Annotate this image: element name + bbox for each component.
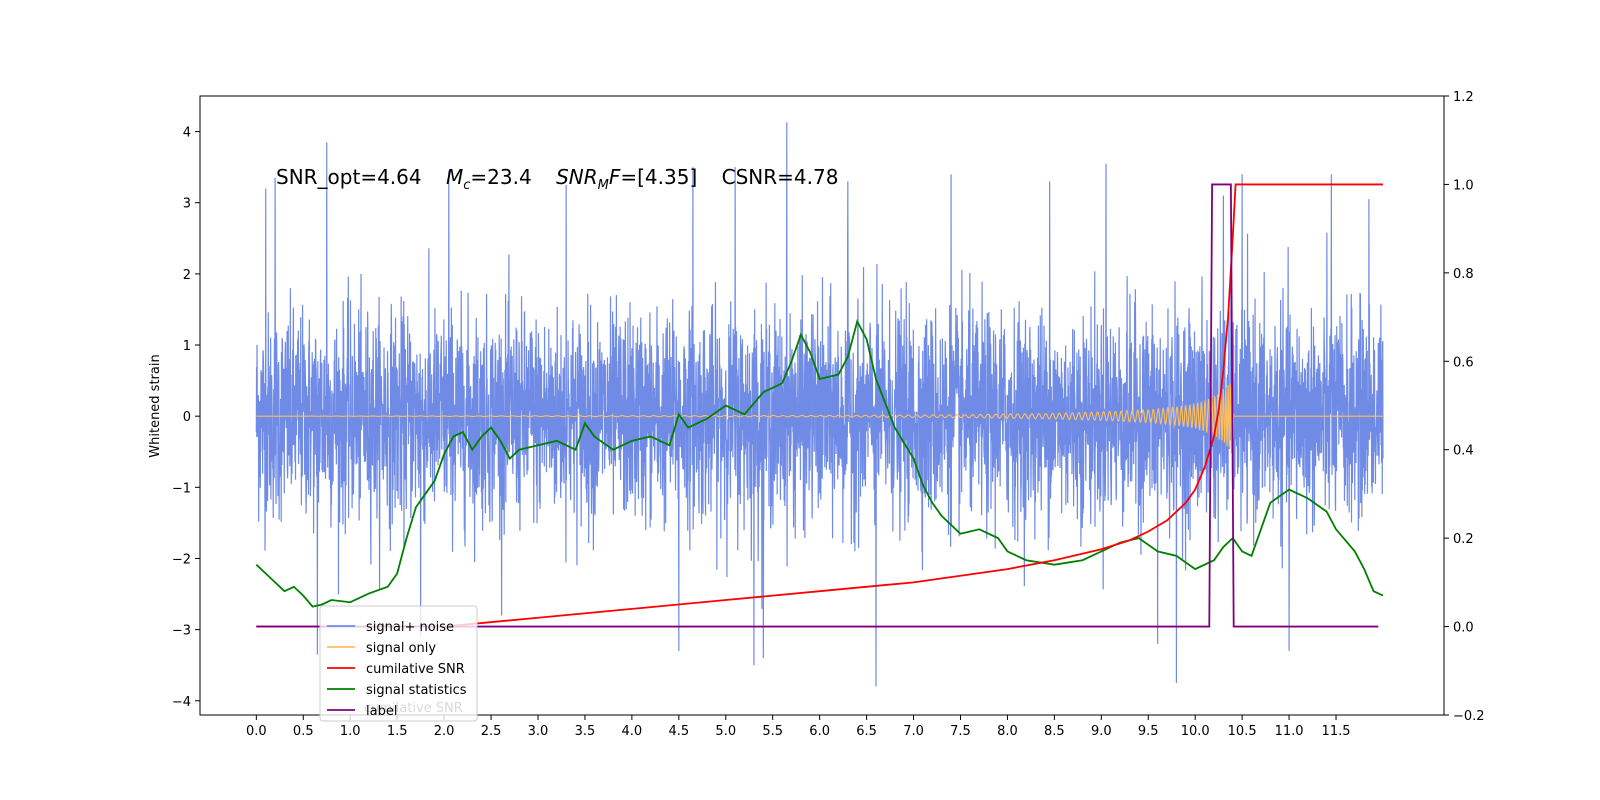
- legend-label: signal+ noise: [366, 620, 454, 635]
- x-tick-label: 4.0: [622, 724, 643, 739]
- x-tick-label: 3.0: [528, 724, 549, 739]
- legend-ghost-text: cumilative SNR: [364, 701, 463, 716]
- x-axis: 0.0 0.5 1.0 1.5 2.0 2.5 3.0 3.5 4.0 4.5 5.0 5.5 6.0 6…: [246, 715, 1351, 739]
- y-right-tick-label: 0.4: [1453, 444, 1474, 459]
- legend-label: signal only: [366, 641, 436, 656]
- y-left-tick-label: −1: [172, 481, 191, 496]
- series-label: [256, 183, 1379, 628]
- y-left-tick-label: −4: [172, 695, 191, 710]
- annotation-snrmf-symbol: SNR: [556, 165, 598, 189]
- annotation-snr-opt: SNR_opt=4.64: [276, 165, 422, 189]
- x-tick-label: 1.5: [387, 724, 408, 739]
- annotation-mc-sub: c: [463, 178, 470, 193]
- x-tick-label: 5.5: [762, 724, 783, 739]
- x-tick-label: 2.5: [481, 724, 502, 739]
- y-left-tick-label: −2: [172, 552, 191, 567]
- x-tick-label: 8.5: [1044, 724, 1065, 739]
- x-tick-label: 9.0: [1091, 724, 1112, 739]
- y-left-tick-label: 2: [183, 268, 191, 283]
- annotation-snrmf-value: =[4.35]: [620, 165, 697, 189]
- statistics-line: [255, 319, 1384, 608]
- label-line: [256, 183, 1379, 628]
- x-tick-label: 2.0: [434, 724, 455, 739]
- y-axis-left: −4 −3 −2 −1 0 1 2 3 4: [172, 126, 200, 710]
- legend-box: [319, 605, 478, 722]
- legend-label: label: [366, 704, 397, 719]
- y-right-tick-label: 1.0: [1453, 178, 1474, 193]
- x-tick-label: 1.0: [340, 724, 361, 739]
- y-left-tick-label: 0: [183, 410, 191, 425]
- legend-label: cumilative SNR: [366, 662, 465, 677]
- annotation-csnr: CSNR=4.78: [722, 165, 839, 189]
- annotation-mc-value: =23.4: [470, 165, 531, 189]
- annotation-snrmf-f: F: [609, 165, 621, 189]
- x-tick-label: 8.0: [997, 724, 1018, 739]
- y-right-tick-label: 1.2: [1453, 90, 1474, 105]
- legend-label: signal statistics: [366, 683, 467, 698]
- x-tick-label: 7.0: [903, 724, 924, 739]
- series-signal-statistics: [255, 319, 1384, 608]
- x-tick-label: 7.5: [950, 724, 971, 739]
- x-tick-label: 6.5: [856, 724, 877, 739]
- x-tick-label: 4.5: [668, 724, 689, 739]
- y-axis-right: −0.2 0.0 0.2 0.4 0.6 0.8 1.0 1.2: [1444, 90, 1485, 724]
- x-tick-label: 0.5: [293, 724, 314, 739]
- series-signal-only: [256, 383, 1383, 453]
- x-tick-label: 11.5: [1322, 724, 1351, 739]
- series-cumulative-snr: [256, 183, 1383, 628]
- y-right-tick-label: 0.2: [1453, 532, 1474, 547]
- x-tick-label: 10.0: [1181, 724, 1210, 739]
- x-tick-label: 6.0: [809, 724, 830, 739]
- y-left-tick-label: 3: [183, 197, 191, 212]
- noise-trace: [255, 122, 1384, 687]
- x-tick-label: 10.5: [1228, 724, 1257, 739]
- y-right-tick-label: 0.6: [1453, 355, 1474, 370]
- plot-frame: [199, 95, 1445, 716]
- cumulative-snr-line: [256, 183, 1383, 628]
- x-tick-label: 0.0: [246, 724, 267, 739]
- annotation-text: SNR_opt=4.64 Mc=23.4 SNRMF=[4.35] CSNR=4…: [276, 165, 838, 193]
- x-tick-label: 9.5: [1138, 724, 1159, 739]
- y-left-tick-label: −3: [172, 624, 191, 639]
- x-tick-label: 3.5: [575, 724, 596, 739]
- x-tick-label: 11.0: [1275, 724, 1304, 739]
- legend: cumilative SNR signal+ noise signal only c…: [319, 605, 478, 722]
- y-left-tick-label: 4: [183, 126, 191, 141]
- y-left-tick-label: 1: [183, 339, 191, 354]
- series-signal-plus-noise: [255, 122, 1384, 687]
- x-tick-label: 5.0: [715, 724, 736, 739]
- signal-trace: [256, 383, 1383, 453]
- y-right-tick-label: −0.2: [1453, 709, 1485, 724]
- annotation-snrmf-sub: M: [598, 178, 609, 193]
- y-right-tick-label: 0.0: [1453, 621, 1474, 636]
- y-right-tick-label: 0.8: [1453, 267, 1474, 282]
- y-axis-label: Whitened strain: [148, 354, 163, 457]
- annotation-mc-symbol: M: [446, 165, 463, 189]
